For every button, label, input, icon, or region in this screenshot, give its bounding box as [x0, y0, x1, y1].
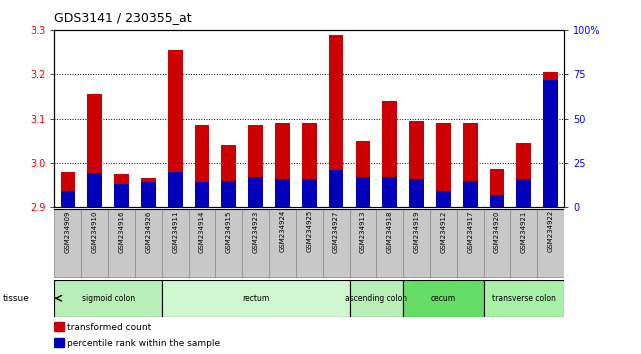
Bar	[135, 209, 162, 278]
Text: GSM234917: GSM234917	[467, 210, 473, 253]
Bar	[114, 174, 129, 207]
Text: transverse colon: transverse colon	[492, 294, 556, 303]
Text: GSM234922: GSM234922	[547, 210, 554, 252]
Bar	[81, 209, 108, 278]
Bar	[168, 50, 183, 207]
Bar	[349, 280, 403, 317]
Text: GSM234912: GSM234912	[440, 210, 446, 253]
Bar	[490, 195, 504, 207]
Bar	[356, 177, 370, 207]
Bar	[114, 184, 129, 207]
Bar	[349, 209, 376, 278]
Bar	[483, 209, 510, 278]
Text: GSM234925: GSM234925	[306, 210, 312, 252]
Text: GSM234923: GSM234923	[253, 210, 258, 253]
Bar	[87, 173, 102, 207]
Bar	[215, 209, 242, 278]
Bar	[356, 141, 370, 207]
Bar	[517, 143, 531, 207]
Bar	[269, 209, 296, 278]
Bar	[87, 94, 102, 207]
Bar	[141, 178, 156, 207]
Bar	[242, 209, 269, 278]
Text: GSM234916: GSM234916	[119, 210, 124, 253]
Bar	[54, 209, 81, 278]
Bar	[54, 280, 162, 317]
Bar	[544, 72, 558, 207]
Bar	[376, 209, 403, 278]
Bar	[510, 209, 537, 278]
Text: GSM234926: GSM234926	[146, 210, 151, 253]
Text: GSM234924: GSM234924	[279, 210, 285, 252]
Text: GSM234927: GSM234927	[333, 210, 339, 253]
Text: tissue: tissue	[3, 294, 30, 303]
Bar	[302, 123, 317, 207]
Bar	[403, 280, 483, 317]
Text: GSM234915: GSM234915	[226, 210, 232, 253]
Bar	[168, 172, 183, 207]
Text: ascending colon: ascending colon	[345, 294, 408, 303]
Bar	[195, 182, 210, 207]
Text: rectum: rectum	[242, 294, 269, 303]
Text: GSM234921: GSM234921	[521, 210, 527, 253]
Bar	[322, 209, 349, 278]
Bar	[54, 338, 63, 347]
Bar	[383, 177, 397, 207]
Bar	[457, 209, 483, 278]
Bar	[436, 123, 451, 207]
Text: GSM234909: GSM234909	[65, 210, 71, 253]
Text: GSM234914: GSM234914	[199, 210, 205, 253]
Bar	[430, 209, 457, 278]
Bar	[490, 170, 504, 207]
Text: GSM234918: GSM234918	[387, 210, 393, 253]
Bar	[296, 209, 322, 278]
Bar	[329, 34, 344, 207]
Bar	[463, 181, 478, 207]
Bar	[403, 209, 430, 278]
Bar	[302, 179, 317, 207]
Text: GDS3141 / 230355_at: GDS3141 / 230355_at	[54, 11, 192, 24]
Text: GSM234913: GSM234913	[360, 210, 366, 253]
Text: GSM234911: GSM234911	[172, 210, 178, 253]
Text: transformed count: transformed count	[67, 323, 151, 332]
Bar	[108, 209, 135, 278]
Bar	[383, 101, 397, 207]
Bar	[221, 145, 236, 207]
Bar	[329, 170, 344, 207]
Bar	[409, 121, 424, 207]
Text: GSM234919: GSM234919	[413, 210, 420, 253]
Bar	[248, 125, 263, 207]
Bar	[221, 181, 236, 207]
Bar	[275, 179, 290, 207]
Bar	[188, 209, 215, 278]
Bar	[275, 123, 290, 207]
Bar	[162, 280, 349, 317]
Bar	[60, 191, 75, 207]
Text: GSM234920: GSM234920	[494, 210, 500, 253]
Text: GSM234910: GSM234910	[92, 210, 97, 253]
Bar	[248, 177, 263, 207]
Bar	[409, 179, 424, 207]
Bar	[436, 191, 451, 207]
Bar	[544, 80, 558, 207]
Bar	[141, 182, 156, 207]
Text: percentile rank within the sample: percentile rank within the sample	[67, 339, 221, 348]
Bar	[60, 172, 75, 207]
Bar	[195, 125, 210, 207]
Bar	[54, 322, 63, 331]
Bar	[537, 209, 564, 278]
Bar	[483, 280, 564, 317]
Bar	[162, 209, 188, 278]
Text: cecum: cecum	[431, 294, 456, 303]
Bar	[517, 179, 531, 207]
Text: sigmoid colon: sigmoid colon	[81, 294, 135, 303]
Bar	[463, 123, 478, 207]
